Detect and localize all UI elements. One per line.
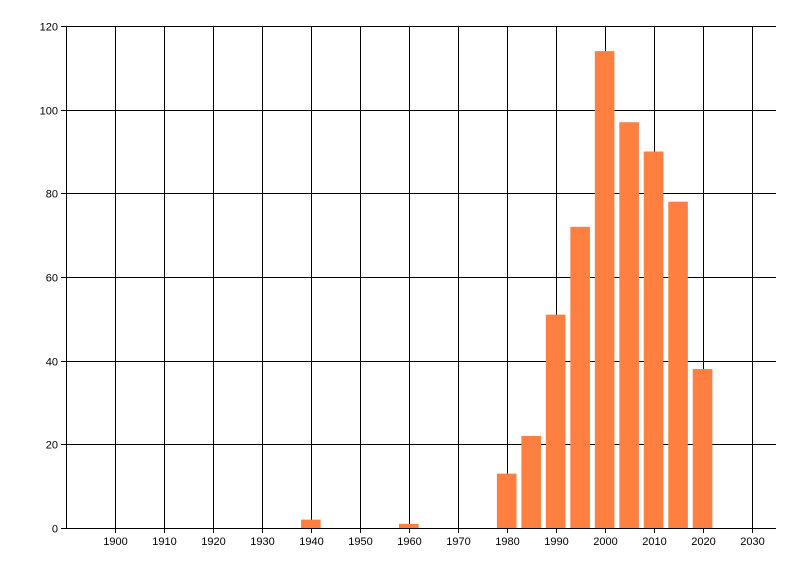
x-tick-label: 2000: [593, 536, 617, 548]
y-tick-label: 60: [46, 273, 58, 285]
x-tick-label: 1920: [201, 536, 225, 548]
bar: [496, 473, 517, 528]
bar: [692, 369, 713, 528]
x-tick-label: 1930: [250, 536, 274, 548]
y-tick-label: 100: [40, 106, 58, 118]
x-tick-label: 1970: [446, 536, 470, 548]
label-layer: 0 20 40 60 80 100 120 1900 1910 1920 1930 1940 1950 1…: [40, 22, 765, 549]
bar: [301, 519, 321, 528]
x-tick-label: 2010: [642, 536, 666, 548]
bar: [668, 201, 688, 528]
x-tick-label: 1990: [544, 536, 568, 548]
x-tick-label: 1950: [348, 536, 372, 548]
y-tick-label: 0: [52, 524, 58, 536]
x-tick-label: 2030: [740, 536, 764, 548]
bar: [521, 435, 541, 528]
x-tick-label: 1960: [397, 536, 421, 548]
bar: [398, 523, 419, 528]
y-tick-label: 20: [46, 440, 58, 452]
bar: [643, 151, 664, 528]
x-tick-label: 2020: [691, 536, 715, 548]
x-tick-label: 1940: [299, 536, 323, 548]
y-tick-label: 80: [46, 189, 58, 201]
bar: [619, 122, 639, 528]
x-tick-label: 1980: [495, 536, 519, 548]
y-tick-label: 120: [40, 22, 58, 34]
x-tick-label: 1910: [152, 536, 176, 548]
bar-layer: [301, 51, 713, 529]
x-tick-label: 1900: [103, 536, 127, 548]
bar: [594, 51, 615, 528]
axis-layer: [61, 26, 776, 533]
bar: [570, 226, 590, 529]
bar: [545, 314, 566, 528]
y-tick-label: 40: [46, 357, 58, 369]
